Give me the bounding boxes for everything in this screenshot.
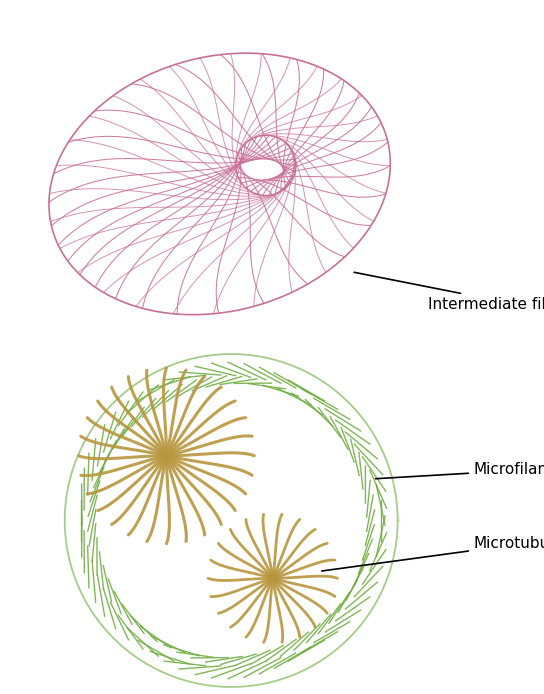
Text: Intermediate filaments: Intermediate filaments (354, 272, 544, 312)
Text: Microfilaments: Microfilaments (375, 462, 544, 479)
Text: Microtubules: Microtubules (322, 536, 544, 571)
